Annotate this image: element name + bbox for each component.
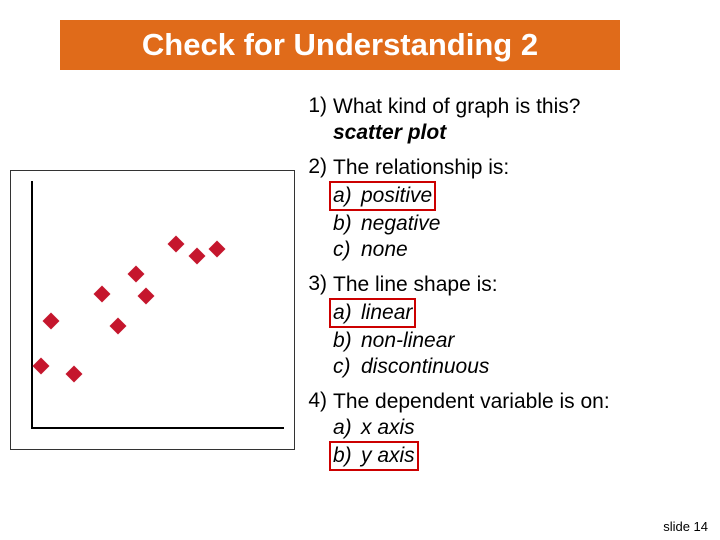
- option-letter: b): [333, 443, 361, 469]
- question-number: 2): [305, 155, 333, 179]
- highlight-box: a)positive: [329, 181, 436, 211]
- question-text: What kind of graph is this?: [333, 94, 580, 120]
- options-list: a)positiveb)negativec)none: [333, 181, 509, 264]
- question: 1)What kind of graph is this?scatter plo…: [305, 94, 705, 147]
- answer-text: scatter plot: [333, 120, 580, 146]
- page-title: Check for Understanding 2: [142, 27, 538, 63]
- options-list: a)linearb)non-linearc)discontinuous: [333, 298, 498, 381]
- highlight-box: b)y axis: [329, 441, 419, 471]
- chart-inner: [11, 171, 294, 449]
- option-letter: a): [333, 415, 361, 441]
- option-label: negative: [361, 211, 440, 237]
- option: a)x axis: [333, 415, 610, 441]
- option-label: linear: [361, 300, 412, 326]
- option: b)negative: [333, 211, 509, 237]
- scatter-point: [94, 285, 111, 302]
- slide-number: slide 14: [663, 519, 708, 534]
- question-body: The dependent variable is on:a)x axisb)y…: [333, 389, 610, 472]
- options-list: a)x axisb)y axis: [333, 415, 610, 472]
- option-label: x axis: [361, 415, 415, 441]
- question-text: The relationship is:: [333, 155, 509, 181]
- scatter-point: [33, 358, 50, 375]
- option-label: none: [361, 237, 408, 263]
- x-axis: [31, 427, 284, 429]
- question-number: 4): [305, 389, 333, 413]
- option: c)none: [333, 237, 509, 263]
- option-label: discontinuous: [361, 354, 489, 380]
- option-letter: c): [333, 237, 361, 263]
- question: 2)The relationship is:a)positiveb)negati…: [305, 155, 705, 264]
- option: a)positive: [333, 181, 509, 211]
- option-letter: a): [333, 300, 361, 326]
- question: 4)The dependent variable is on:a)x axisb…: [305, 389, 705, 472]
- scatter-point: [188, 248, 205, 265]
- scatter-point: [109, 318, 126, 335]
- question-number: 1): [305, 94, 333, 118]
- option-label: non-linear: [361, 328, 454, 354]
- option: c)discontinuous: [333, 354, 498, 380]
- title-bar: Check for Understanding 2: [60, 20, 620, 70]
- y-axis: [31, 181, 33, 429]
- scatter-point: [209, 240, 226, 257]
- option: b)y axis: [333, 441, 610, 471]
- scatter-point: [168, 235, 185, 252]
- question-text: The dependent variable is on:: [333, 389, 610, 415]
- option-label: positive: [361, 183, 432, 209]
- questions-block: 1)What kind of graph is this?scatter plo…: [305, 94, 705, 479]
- option-letter: a): [333, 183, 361, 209]
- question-body: What kind of graph is this?scatter plot: [333, 94, 580, 147]
- question-number: 3): [305, 272, 333, 296]
- scatter-point: [137, 288, 154, 305]
- scatter-chart: [10, 170, 295, 450]
- option: b)non-linear: [333, 328, 498, 354]
- scatter-point: [66, 365, 83, 382]
- scatter-point: [43, 313, 60, 330]
- option-label: y axis: [361, 443, 415, 469]
- question: 3)The line shape is:a)linearb)non-linear…: [305, 272, 705, 381]
- highlight-box: a)linear: [329, 298, 416, 328]
- scatter-point: [127, 265, 144, 282]
- option: a)linear: [333, 298, 498, 328]
- option-letter: b): [333, 328, 361, 354]
- question-body: The line shape is:a)linearb)non-linearc)…: [333, 272, 498, 381]
- option-letter: b): [333, 211, 361, 237]
- question-body: The relationship is:a)positiveb)negative…: [333, 155, 509, 264]
- option-letter: c): [333, 354, 361, 380]
- question-text: The line shape is:: [333, 272, 498, 298]
